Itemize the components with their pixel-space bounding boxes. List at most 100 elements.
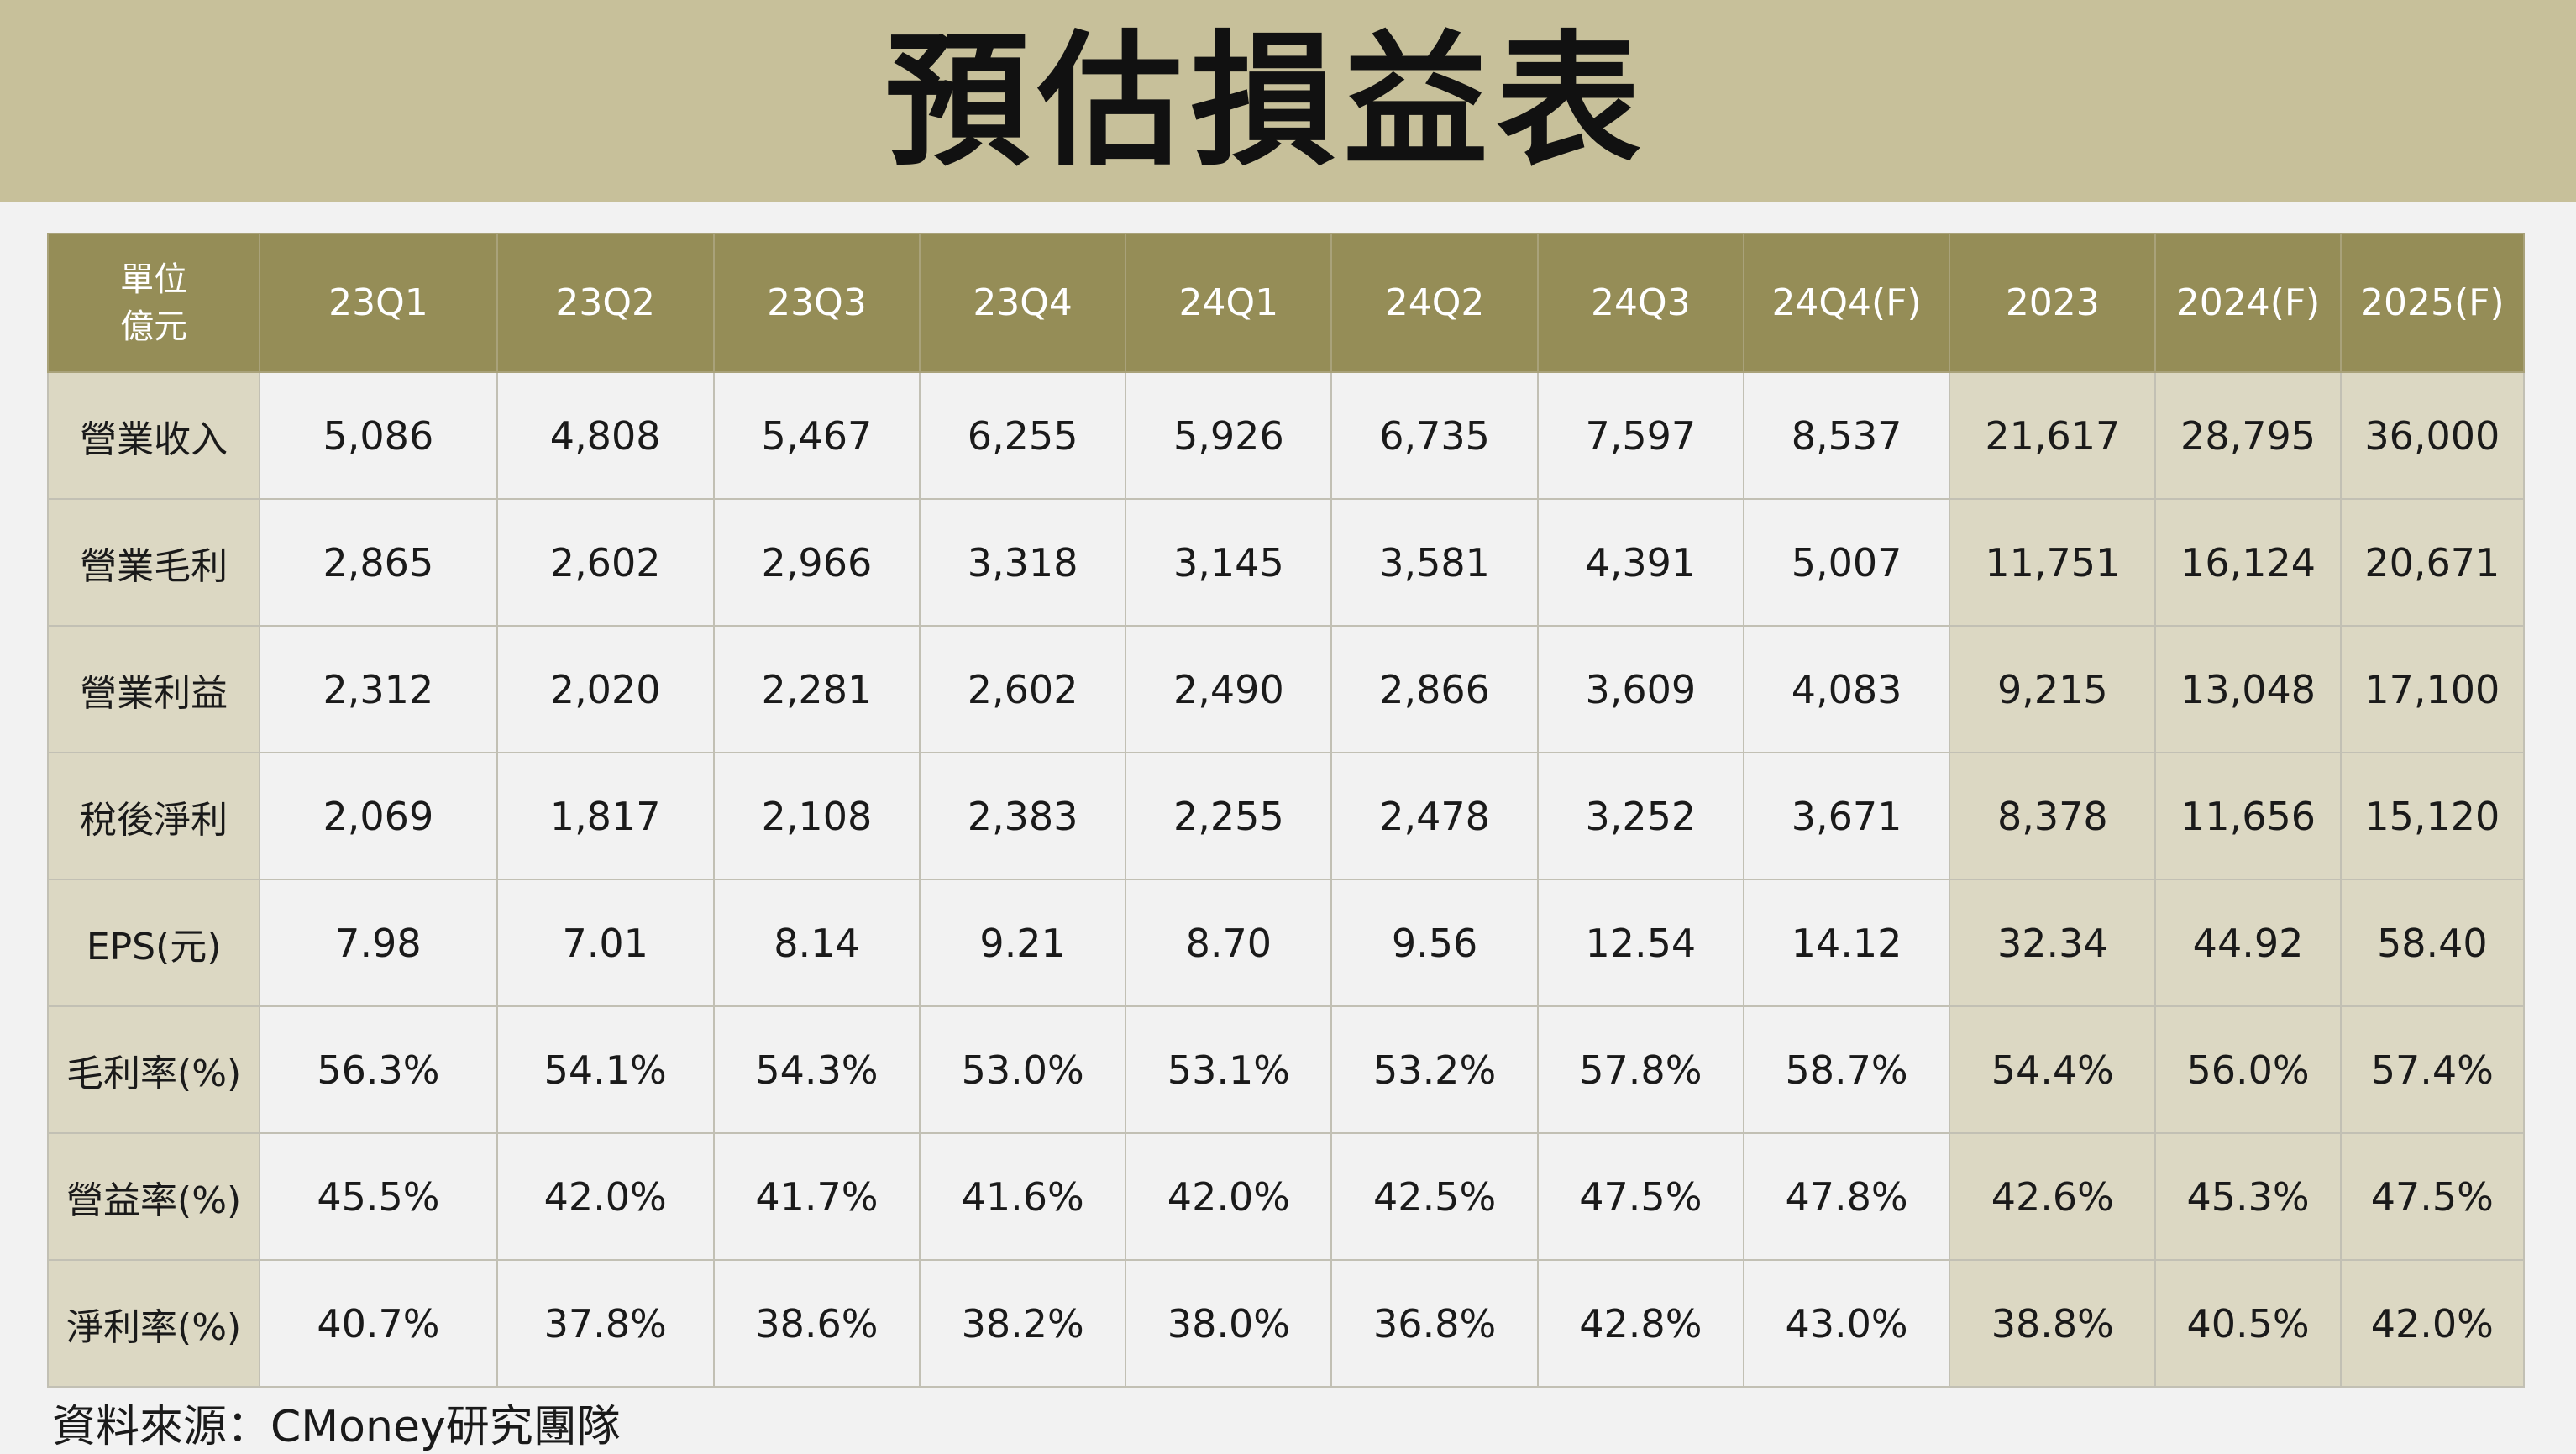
annual-value-cell: 17,100: [2339, 625, 2526, 753]
annual-value-cell: 9,215: [1949, 625, 2157, 753]
table-row: 營業收入 5,086 4,808 5,467 6,255 5,926 6,735 7,597 8…: [46, 371, 2526, 500]
quarter-value-cell: 6,735: [1330, 371, 1539, 500]
table-row: 營業利益 2,312 2,020 2,281 2,602 2,490 2,866 3,609 4…: [46, 625, 2526, 753]
quarter-value-cell: 54.3%: [712, 1005, 921, 1134]
quarter-value-cell: 54.1%: [496, 1005, 715, 1134]
annual-value-cell: 32.34: [1949, 879, 2157, 1007]
quarter-value-cell: 43.0%: [1742, 1259, 1951, 1388]
quarter-value-cell: 5,086: [259, 371, 498, 500]
unit-label: 單位: [120, 260, 188, 299]
quarter-value-cell: 2,020: [496, 625, 715, 753]
quarter-value-cell: 3,318: [919, 498, 1127, 627]
header-row: 單位 億元 23Q1 23Q2 23Q3 23Q4 24Q1 24Q2 24Q3…: [46, 233, 2526, 373]
table-row: 稅後淨利 2,069 1,817 2,108 2,383 2,255 2,478 3,252 3…: [46, 752, 2526, 880]
quarter-value-cell: 7.98: [259, 879, 498, 1007]
annual-value-cell: 15,120: [2339, 752, 2526, 880]
column-header: 24Q4(F): [1742, 233, 1951, 373]
quarter-value-cell: 42.0%: [1125, 1132, 1333, 1261]
annual-value-cell: 54.4%: [1949, 1005, 2157, 1134]
table-row: 毛利率(%) 56.3% 54.1% 54.3% 53.0% 53.1% 53.2% 57.8…: [46, 1005, 2526, 1134]
annual-value-cell: 21,617: [1949, 371, 2157, 500]
quarter-value-cell: 3,609: [1536, 625, 1744, 753]
quarter-value-cell: 9.21: [919, 879, 1127, 1007]
row-label: 營業利益: [46, 625, 261, 753]
row-label: 毛利率(%): [46, 1005, 261, 1134]
column-header: 23Q4: [919, 233, 1127, 373]
quarter-value-cell: 53.0%: [919, 1005, 1127, 1134]
annual-value-cell: 8,378: [1949, 752, 2157, 880]
quarter-value-cell: 47.5%: [1536, 1132, 1744, 1261]
quarter-value-cell: 4,391: [1536, 498, 1744, 627]
annual-value-cell: 28,795: [2154, 371, 2342, 500]
page-title: 預估損益表: [884, 16, 1650, 186]
quarter-value-cell: 2,966: [712, 498, 921, 627]
quarter-value-cell: 2,281: [712, 625, 921, 753]
quarter-value-cell: 5,926: [1125, 371, 1333, 500]
quarter-value-cell: 8.14: [712, 879, 921, 1007]
quarter-value-cell: 37.8%: [496, 1259, 715, 1388]
quarter-value-cell: 2,478: [1330, 752, 1539, 880]
quarter-value-cell: 3,671: [1742, 752, 1951, 880]
column-header: 24Q1: [1125, 233, 1333, 373]
annual-value-cell: 57.4%: [2339, 1005, 2526, 1134]
annual-value-cell: 16,124: [2154, 498, 2342, 627]
annual-value-cell: 42.6%: [1949, 1132, 2157, 1261]
row-label: EPS(元): [46, 879, 261, 1007]
quarter-value-cell: 3,252: [1536, 752, 1744, 880]
column-header: 24Q2: [1330, 233, 1539, 373]
column-header: 24Q3: [1536, 233, 1744, 373]
quarter-value-cell: 2,255: [1125, 752, 1333, 880]
row-label: 淨利率(%): [46, 1259, 261, 1388]
quarter-value-cell: 53.2%: [1330, 1005, 1539, 1134]
column-header: 2025(F): [2339, 233, 2526, 373]
annual-value-cell: 40.5%: [2154, 1259, 2342, 1388]
table-row: 營益率(%) 45.5% 42.0% 41.7% 41.6% 42.0% 42.5% 47.5…: [46, 1132, 2526, 1261]
annual-value-cell: 44.92: [2154, 879, 2342, 1007]
quarter-value-cell: 2,490: [1125, 625, 1333, 753]
quarter-value-cell: 2,602: [919, 625, 1127, 753]
source-note: 資料來源：CMoney研究團隊: [52, 1402, 621, 1452]
quarter-value-cell: 7.01: [496, 879, 715, 1007]
annual-value-cell: 58.40: [2339, 879, 2526, 1007]
table-row: EPS(元) 7.98 7.01 8.14 9.21 8.70 9.56 12.54 14.12…: [46, 879, 2526, 1007]
quarter-value-cell: 2,383: [919, 752, 1127, 880]
row-label: 營業毛利: [46, 498, 261, 627]
quarter-value-cell: 56.3%: [259, 1005, 498, 1134]
annual-value-cell: 38.8%: [1949, 1259, 2157, 1388]
column-header: 2024(F): [2154, 233, 2342, 373]
quarter-value-cell: 9.56: [1330, 879, 1539, 1007]
annual-value-cell: 13,048: [2154, 625, 2342, 753]
quarter-value-cell: 3,145: [1125, 498, 1333, 627]
quarter-value-cell: 4,083: [1742, 625, 1951, 753]
row-label: 稅後淨利: [46, 752, 261, 880]
quarter-value-cell: 14.12: [1742, 879, 1951, 1007]
column-header: 23Q2: [496, 233, 715, 373]
quarter-value-cell: 8,537: [1742, 371, 1951, 500]
quarter-value-cell: 42.0%: [496, 1132, 715, 1261]
quarter-value-cell: 8.70: [1125, 879, 1333, 1007]
unit-header-cell: 單位 億元: [46, 233, 261, 373]
quarter-value-cell: 38.2%: [919, 1259, 1127, 1388]
quarter-value-cell: 45.5%: [259, 1132, 498, 1261]
quarter-value-cell: 2,108: [712, 752, 921, 880]
table-body: 營業收入 5,086 4,808 5,467 6,255 5,926 6,735 7,597 8…: [46, 371, 2526, 1388]
quarter-value-cell: 2,312: [259, 625, 498, 753]
quarter-value-cell: 38.0%: [1125, 1259, 1333, 1388]
quarter-value-cell: 42.5%: [1330, 1132, 1539, 1261]
quarter-value-cell: 2,069: [259, 752, 498, 880]
annual-value-cell: 36,000: [2339, 371, 2526, 500]
quarter-value-cell: 41.6%: [919, 1132, 1127, 1261]
column-header: 23Q3: [712, 233, 921, 373]
title-banner: 預估損益表: [0, 0, 2576, 202]
quarter-value-cell: 4,808: [496, 371, 715, 500]
quarter-value-cell: 5,007: [1742, 498, 1951, 627]
quarter-value-cell: 42.8%: [1536, 1259, 1744, 1388]
annual-value-cell: 11,656: [2154, 752, 2342, 880]
annual-value-cell: 47.5%: [2339, 1132, 2526, 1261]
table-row: 淨利率(%) 40.7% 37.8% 38.6% 38.2% 38.0% 36.8% 42.8…: [46, 1259, 2526, 1388]
annual-value-cell: 20,671: [2339, 498, 2526, 627]
table-row: 營業毛利 2,865 2,602 2,966 3,318 3,145 3,581 4,391 5…: [46, 498, 2526, 627]
annual-value-cell: 42.0%: [2339, 1259, 2526, 1388]
unit-value: 億元: [120, 307, 188, 346]
quarter-value-cell: 3,581: [1330, 498, 1539, 627]
